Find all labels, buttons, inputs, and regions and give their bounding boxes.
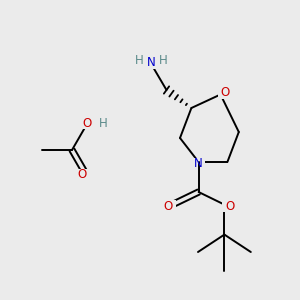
Text: N: N <box>147 56 156 70</box>
Text: H: H <box>159 53 168 67</box>
Text: H: H <box>135 53 144 67</box>
Text: H: H <box>99 117 108 130</box>
Text: O: O <box>82 117 91 130</box>
Text: O: O <box>164 200 172 213</box>
Bar <box>222 200 237 212</box>
Text: O: O <box>78 168 87 182</box>
Bar <box>75 169 90 181</box>
Text: N: N <box>194 157 203 170</box>
Bar <box>80 118 94 129</box>
Bar <box>136 57 166 69</box>
Text: O: O <box>220 86 230 100</box>
Bar <box>193 158 205 169</box>
Bar <box>218 87 232 99</box>
Text: O: O <box>225 200 234 213</box>
Bar <box>160 200 175 212</box>
